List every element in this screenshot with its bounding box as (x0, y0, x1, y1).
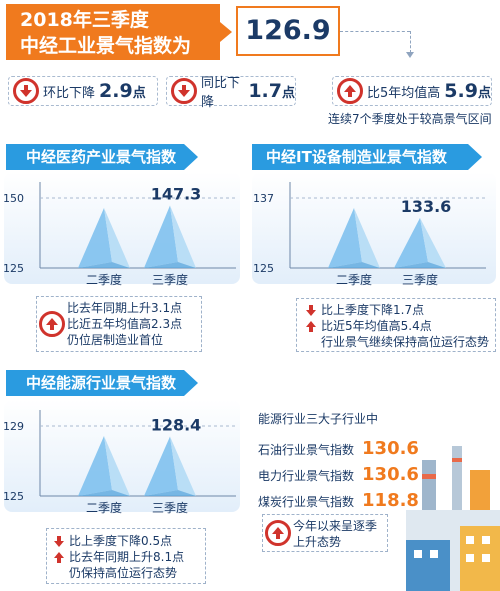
x-tick-label: 三季度 (152, 500, 188, 515)
down-arrow-icon (54, 535, 64, 547)
pyramid-bar (394, 217, 446, 268)
connector-line (340, 31, 410, 32)
y-tick-label: 129 (3, 420, 24, 433)
data-label: 133.6 (401, 197, 452, 216)
stat-qoq: 环比下降 2.9 点 (8, 76, 158, 106)
headline-box: 2018年三季度 中经工业景气指数为 (6, 4, 220, 60)
energy-title-bar: 中经能源行业景气指数 (6, 370, 198, 396)
connector-arrow (406, 52, 414, 58)
headline-line1: 2018年三季度 (20, 9, 149, 31)
headline-arrow (220, 22, 232, 42)
energy-note-3: 仍保持高位运行态势 (69, 566, 178, 580)
up-arrow-icon (306, 320, 316, 332)
sub-row-oil: 石油行业景气指数 130.6 (258, 438, 419, 459)
it-chart: 137 125 二季度 三季度 133.6 (253, 182, 486, 287)
pharma-title-bar: 中经医药产业景气指数 (6, 144, 198, 170)
down-arrow-icon (306, 304, 316, 316)
pharma-notes: 比去年同期上升3.1点 比近五年均值高2.3点 仍位居制造业首位 (36, 296, 202, 352)
pyramid-bar (78, 208, 130, 268)
energy-note-2: 比去年同期上升8.1点 (69, 550, 185, 564)
pharma-title: 中经医药产业景气指数 (6, 144, 184, 170)
pyramid-bar (328, 208, 380, 268)
connector-line-down (410, 31, 411, 53)
x-tick-label: 二季度 (86, 500, 122, 515)
pharma-note-1: 比去年同期上升3.1点 (67, 301, 183, 315)
down-arrow-icon (171, 78, 197, 104)
energy-chart: 129 125 二季度 三季度 128.4 (3, 410, 236, 515)
data-label: 128.4 (151, 416, 202, 435)
trend-line-2: 上升态势 (293, 535, 342, 549)
up-arrow-icon (265, 520, 291, 546)
energy-note-1: 比上季度下降0.5点 (69, 534, 173, 548)
stat-value: 1.7 (248, 80, 282, 102)
sub-label: 电力行业景气指数 (258, 469, 355, 483)
sub-label: 石油行业景气指数 (258, 443, 355, 457)
x-tick-label: 二季度 (86, 272, 122, 287)
stat-label: 比5年均值高 (367, 85, 441, 101)
stat-unit: 点 (477, 85, 491, 101)
headline-line2: 中经工业景气指数为 (20, 35, 192, 57)
up-arrow-icon (54, 551, 64, 563)
x-tick-label: 三季度 (402, 272, 438, 287)
it-note-2: 比近5年均值高5.4点 (321, 319, 432, 333)
up-arrow-icon (337, 78, 363, 104)
x-tick-label: 三季度 (152, 272, 188, 287)
energy-notes: 比上季度下降0.5点 比去年同期上升8.1点 仍保持高位运行态势 (46, 528, 206, 584)
pharma-note-2: 比近五年均值高2.3点 (67, 317, 183, 331)
pyramid-bar (144, 436, 196, 496)
pyramid-bar (78, 436, 130, 496)
it-title: 中经IT设备制造业景气指数 (252, 144, 468, 170)
stat-value: 5.9 (444, 80, 478, 102)
up-arrow-icon (39, 311, 65, 337)
pharma-note-3: 仍位居制造业首位 (67, 333, 164, 347)
stat-5yr: 比5年均值高 5.9 点 (332, 76, 492, 106)
stat-yoy: 同比下降 1.7 点 (166, 76, 296, 110)
pharma-chart: 150 125 二季度 三季度 147.3 (3, 182, 236, 287)
data-label: 147.3 (151, 185, 202, 204)
energy-sub-heading: 能源行业三大子行业中 (258, 412, 379, 426)
energy-title: 中经能源行业景气指数 (6, 370, 184, 396)
it-note-3: 行业景气继续保持高位运行态势 (321, 335, 490, 349)
stat-label: 同比下降 (201, 76, 241, 110)
sub-value: 130.6 (362, 464, 419, 485)
stat-label: 环比下降 (43, 85, 96, 101)
y-tick-label: 125 (3, 490, 24, 503)
y-tick-label: 137 (253, 192, 274, 205)
x-tick-label: 二季度 (336, 272, 372, 287)
headline-value: 126.9 (236, 6, 340, 56)
factory-illustration (406, 446, 500, 591)
stat-unit: 点 (132, 85, 146, 101)
sub-value: 130.6 (362, 438, 419, 459)
stats-note: 连续7个季度处于较高景气区间 (328, 112, 492, 126)
y-tick-label: 125 (3, 262, 24, 275)
it-title-bar: 中经IT设备制造业景气指数 (252, 144, 482, 170)
sub-label: 煤炭行业景气指数 (258, 495, 355, 509)
it-note-1: 比上季度下降1.7点 (321, 303, 425, 317)
coal-trend-note: 今年以来呈逐季 上升态势 (262, 514, 388, 552)
stat-value: 2.9 (99, 80, 133, 102)
sub-value: 118.8 (362, 490, 419, 511)
it-notes: 比上季度下降1.7点 比近5年均值高5.4点 行业景气继续保持高位运行态势 (296, 298, 496, 352)
sub-row-coal: 煤炭行业景气指数 118.8 (258, 490, 419, 511)
y-tick-label: 150 (3, 192, 24, 205)
sub-row-power: 电力行业景气指数 130.6 (258, 464, 419, 485)
pyramid-bar (144, 205, 196, 268)
stat-unit: 点 (281, 85, 295, 101)
y-tick-label: 125 (253, 262, 274, 275)
down-arrow-icon (13, 78, 39, 104)
trend-line-1: 今年以来呈逐季 (293, 519, 378, 533)
